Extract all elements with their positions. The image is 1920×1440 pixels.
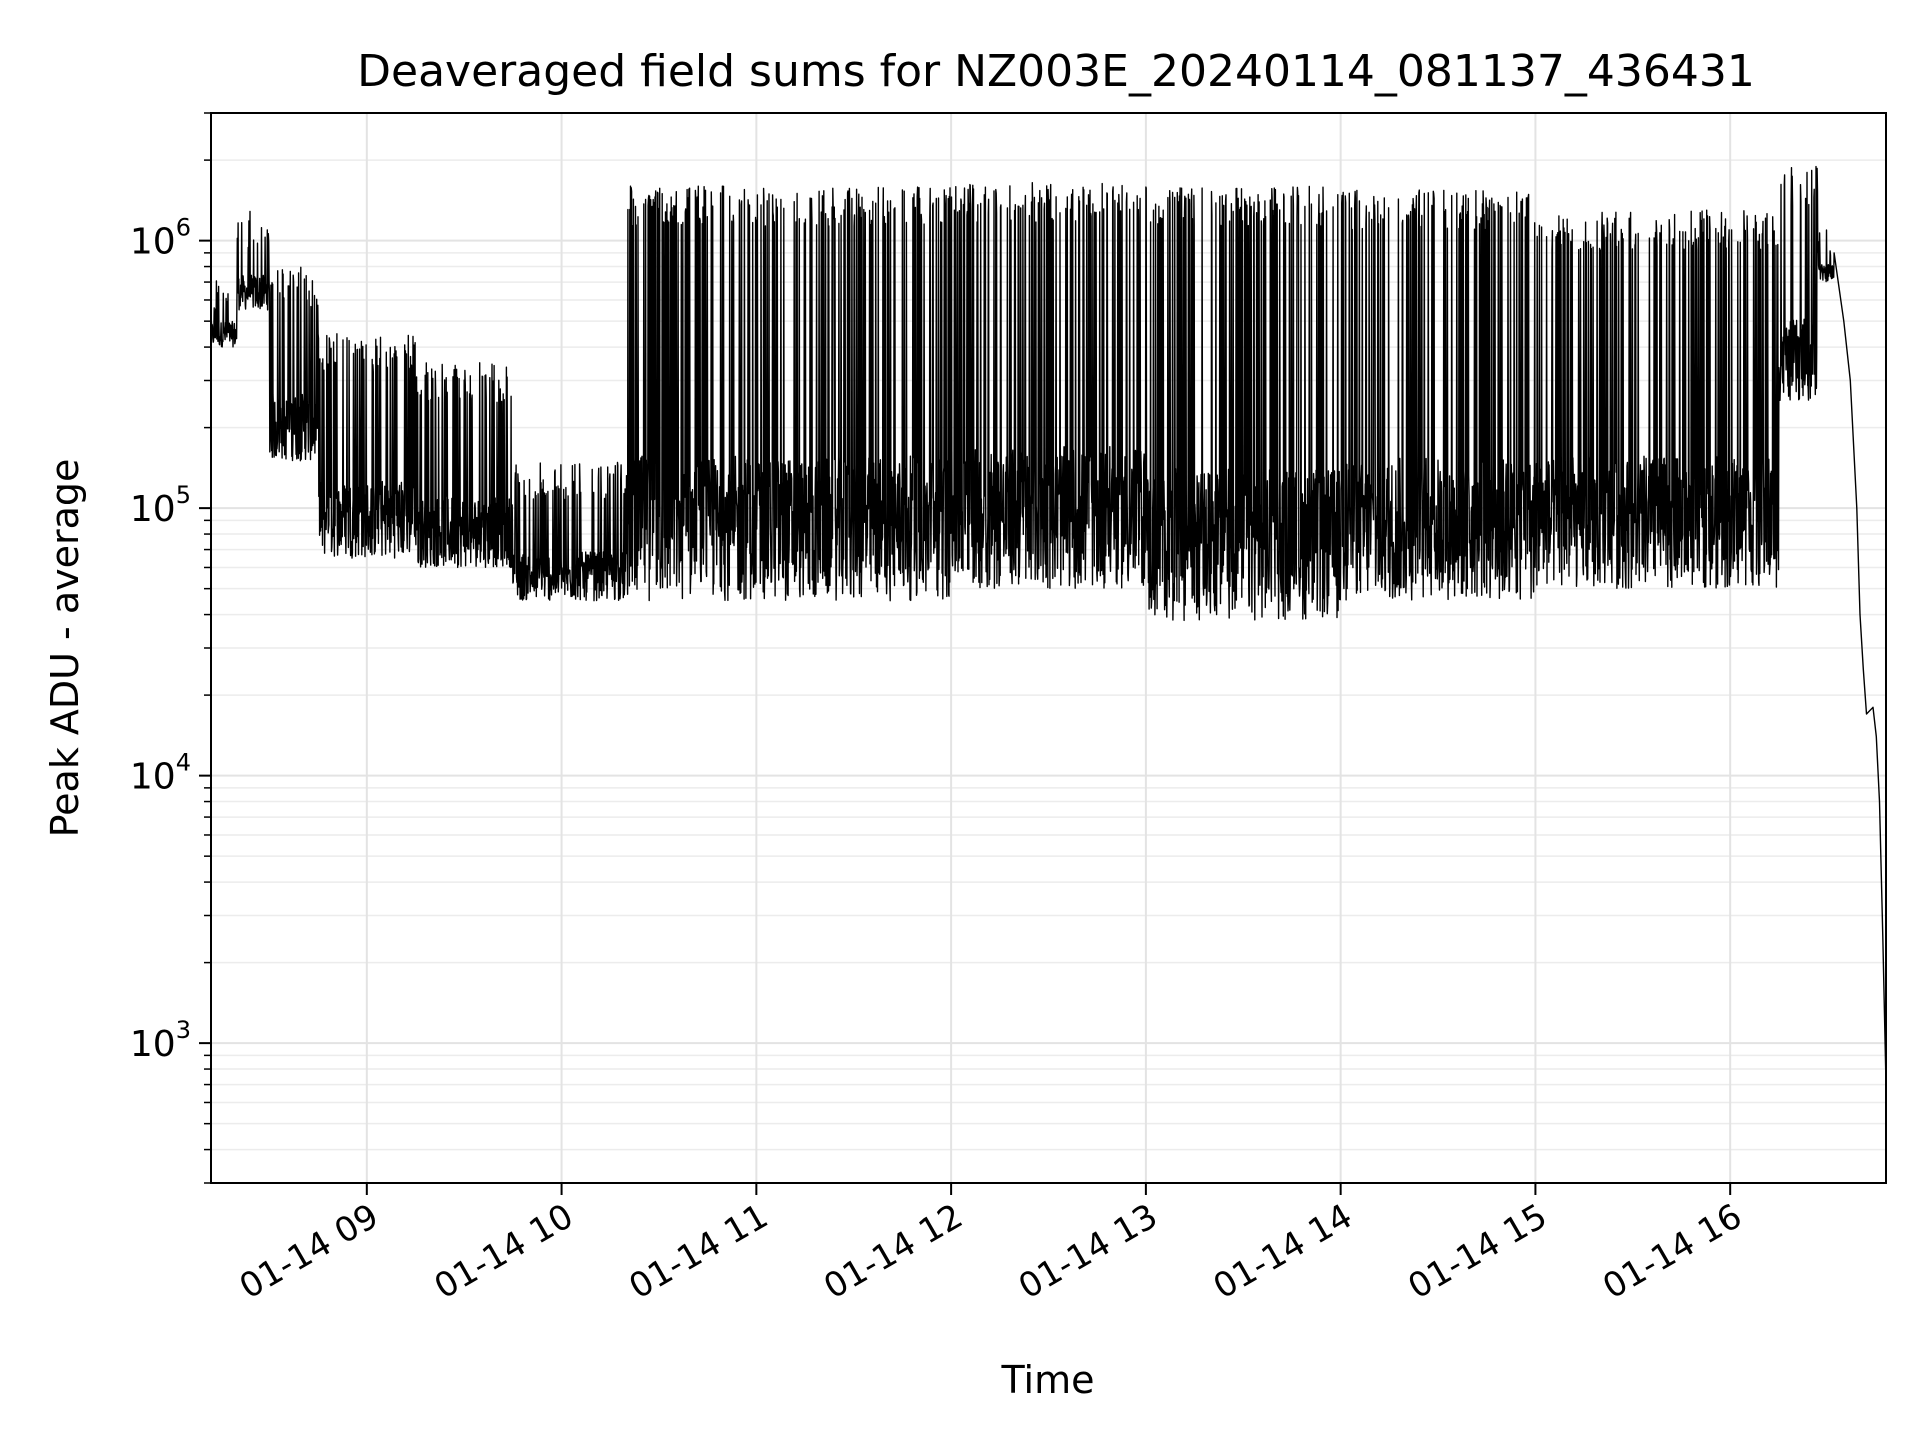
y-tick-label: 103 bbox=[130, 1016, 191, 1065]
y-tick-exponent: 3 bbox=[176, 1016, 191, 1044]
y-tick-base: 10 bbox=[130, 489, 176, 530]
y-tick-exponent: 5 bbox=[176, 481, 191, 509]
y-tick-exponent: 4 bbox=[176, 749, 191, 777]
y-tick-exponent: 6 bbox=[176, 214, 191, 242]
chart-title: Deaveraged field sums for NZ003E_2024011… bbox=[357, 46, 1755, 97]
y-tick-label: 106 bbox=[130, 214, 191, 263]
y-tick-base: 10 bbox=[130, 1024, 176, 1065]
y-tick-label: 104 bbox=[130, 749, 191, 798]
data-series-line bbox=[210, 165, 1887, 1085]
series-line bbox=[210, 165, 1887, 1085]
x-axis-label: Time bbox=[1001, 1358, 1095, 1402]
y-tick-base: 10 bbox=[130, 222, 176, 263]
y-tick-label: 105 bbox=[130, 481, 191, 530]
y-axis-label: Peak ADU - average bbox=[43, 459, 87, 838]
y-tick-base: 10 bbox=[130, 757, 176, 798]
